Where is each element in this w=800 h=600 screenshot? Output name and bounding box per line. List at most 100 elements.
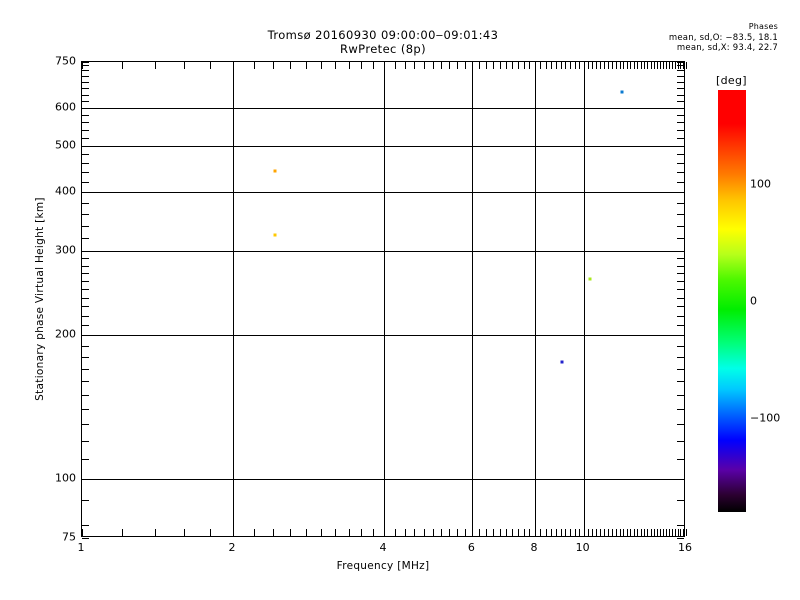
- y-axis-tick: [677, 70, 684, 72]
- x-axis-tick: [121, 62, 123, 69]
- y-axis-tick: [82, 225, 89, 227]
- x-axis-tick: [604, 529, 606, 536]
- y-axis-tick-labels: 75 100 200 300 400 500 600 750: [36, 55, 76, 544]
- x-axis-tick: [479, 62, 481, 69]
- y-axis-tick: [82, 213, 89, 215]
- y-axis-tick: [82, 335, 89, 337]
- x-axis-tick: [600, 62, 602, 69]
- x-axis-tick: [472, 529, 474, 536]
- x-axis-tick: [574, 529, 576, 536]
- x-axis-tick: [615, 529, 617, 536]
- y-axis-tick: [82, 251, 89, 253]
- x-axis-tick: [640, 529, 642, 536]
- chart-title: Tromsø 20160930 09:00:00‒09:01:43 RwPret…: [81, 28, 685, 56]
- x-axis-tick: [647, 62, 649, 69]
- x-axis-tick: [644, 529, 646, 536]
- y-axis-tick: [677, 357, 684, 359]
- x-axis-tick: [512, 529, 514, 536]
- x-axis-tick: [592, 62, 594, 69]
- x-axis-tick: [372, 62, 374, 69]
- x-axis-tick: [674, 62, 676, 69]
- x-axis-tick: [505, 529, 507, 536]
- y-axis-tick: [82, 315, 89, 317]
- x-axis-tick: [184, 529, 186, 536]
- chart-title-line1: Tromsø 20160930 09:00:00‒09:01:43: [267, 28, 499, 42]
- y-axis-tick: [677, 335, 684, 337]
- data-point: [620, 90, 623, 94]
- x-axis-tick: [596, 529, 598, 536]
- y-axis-tick-label: 500: [55, 138, 76, 152]
- x-axis-tick: [644, 62, 646, 69]
- y-axis-tick: [677, 76, 684, 78]
- x-axis-tick: [457, 62, 459, 69]
- gridline-horizontal: [82, 251, 684, 253]
- x-axis-tick: [656, 529, 658, 536]
- y-axis-tick: [82, 76, 89, 78]
- y-axis-tick: [677, 273, 684, 275]
- x-axis-tick: [518, 529, 520, 536]
- y-axis-tick: [82, 524, 89, 526]
- y-axis-tick: [82, 289, 89, 291]
- y-axis-tick: [677, 172, 684, 174]
- y-axis-tick: [82, 408, 89, 410]
- x-axis-tick: [660, 529, 661, 536]
- x-axis-tick: [457, 529, 459, 536]
- x-axis-tick: [155, 529, 157, 536]
- y-axis-tick: [82, 82, 89, 84]
- x-axis-tick: [233, 62, 234, 69]
- x-axis-tick: [540, 62, 542, 69]
- x-axis-tick-label: 4: [379, 541, 387, 554]
- x-axis-tick: [615, 62, 617, 69]
- x-axis-tick: [587, 62, 589, 69]
- y-axis-tick: [82, 137, 89, 139]
- x-axis-tick: [663, 529, 665, 536]
- x-axis-tick: [640, 62, 642, 69]
- y-axis-tick: [677, 122, 684, 124]
- x-axis-tick: [464, 62, 466, 69]
- y-axis-tick: [677, 424, 684, 426]
- gridline-horizontal: [82, 335, 684, 337]
- x-axis-title: Frequency [MHz]: [336, 560, 430, 572]
- x-axis-tick: [669, 529, 671, 536]
- x-axis-tick: [555, 529, 557, 536]
- x-axis-tick: [623, 62, 625, 69]
- x-axis-tick: [335, 529, 337, 536]
- y-axis-tick: [677, 297, 684, 299]
- x-axis-tick: [486, 62, 488, 69]
- x-axis-tick: [321, 529, 323, 536]
- x-axis-tick-label: 1: [77, 541, 85, 554]
- x-axis-tick: [680, 62, 682, 69]
- x-axis-tick-label: 6: [467, 541, 475, 554]
- x-axis-tick: [290, 62, 292, 69]
- x-axis-tick: [348, 529, 350, 536]
- y-axis-tick: [82, 115, 89, 117]
- x-axis-tick: [623, 529, 625, 536]
- y-axis-tick: [677, 88, 684, 90]
- y-axis-tick: [82, 381, 89, 383]
- x-axis-tick: [82, 529, 83, 536]
- x-axis-tick: [666, 529, 668, 536]
- x-axis-tick: [290, 529, 292, 536]
- x-axis-tick: [637, 62, 639, 69]
- y-axis-tick: [677, 265, 684, 267]
- gridline-vertical: [583, 62, 585, 536]
- y-axis-tick: [82, 368, 89, 370]
- y-axis-tick: [82, 238, 89, 240]
- y-axis-tick-label: 750: [55, 54, 76, 68]
- x-axis-tick: [612, 62, 614, 69]
- colorbar-tick-label: 100: [750, 177, 771, 191]
- x-axis-tick: [82, 62, 83, 69]
- x-axis-tick: [272, 529, 274, 536]
- x-axis-tick: [619, 62, 621, 69]
- x-axis-tick: [464, 529, 466, 536]
- y-axis-tick: [677, 181, 684, 183]
- x-axis-tick: [529, 529, 531, 536]
- x-axis-tick: [545, 62, 547, 69]
- y-axis-tick: [82, 181, 89, 183]
- y-axis-tick: [82, 500, 89, 502]
- y-axis-tick: [677, 137, 684, 139]
- y-axis-tick: [82, 394, 89, 396]
- y-axis-tick-label: 100: [55, 471, 76, 485]
- phase-stats-heading: Phases: [748, 22, 778, 31]
- x-axis-tick: [565, 62, 567, 69]
